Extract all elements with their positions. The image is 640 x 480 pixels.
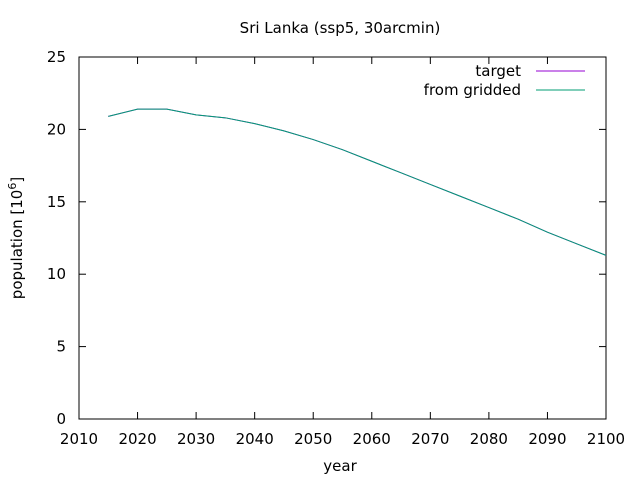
y-tick-label: 0 xyxy=(56,410,66,428)
y-axis-label: population [106] xyxy=(6,177,26,299)
y-axis: 0 5 10 15 20 25 xyxy=(47,48,606,428)
x-tick-label: 2100 xyxy=(587,430,625,448)
legend-label-target: target xyxy=(475,62,521,80)
chart-title: Sri Lanka (ssp5, 30arcmin) xyxy=(240,19,441,37)
y-tick-label: 25 xyxy=(47,48,66,66)
x-tick-label: 2080 xyxy=(470,430,508,448)
series-line-from-gridded xyxy=(108,108,607,256)
y-axis-label-close: ] xyxy=(8,177,26,183)
x-tick-label: 2020 xyxy=(118,430,156,448)
x-axis-label: year xyxy=(323,457,357,475)
series-lines xyxy=(108,108,607,256)
y-tick-label: 10 xyxy=(47,265,66,283)
x-tick-label: 2040 xyxy=(236,430,274,448)
y-tick-label: 15 xyxy=(47,193,66,211)
x-tick-label: 2030 xyxy=(177,430,215,448)
x-tick-label: 2090 xyxy=(528,430,566,448)
y-tick-label: 5 xyxy=(56,338,66,356)
x-tick-label: 2050 xyxy=(294,430,332,448)
x-tick-label: 2060 xyxy=(353,430,391,448)
legend: target from gridded xyxy=(424,62,585,99)
x-axis: 2010 2020 2030 2040 2050 2060 2070 2080 2090 2100 xyxy=(60,57,625,448)
y-axis-label-exponent: 6 xyxy=(6,183,19,190)
y-axis-label-main: population [10 xyxy=(8,190,26,300)
plot-frame xyxy=(78,56,607,420)
legend-label-from-gridded: from gridded xyxy=(424,81,521,99)
x-tick-label: 2010 xyxy=(60,430,98,448)
x-tick-label: 2070 xyxy=(411,430,449,448)
y-tick-label: 20 xyxy=(47,120,66,138)
series-line-target xyxy=(108,108,607,256)
